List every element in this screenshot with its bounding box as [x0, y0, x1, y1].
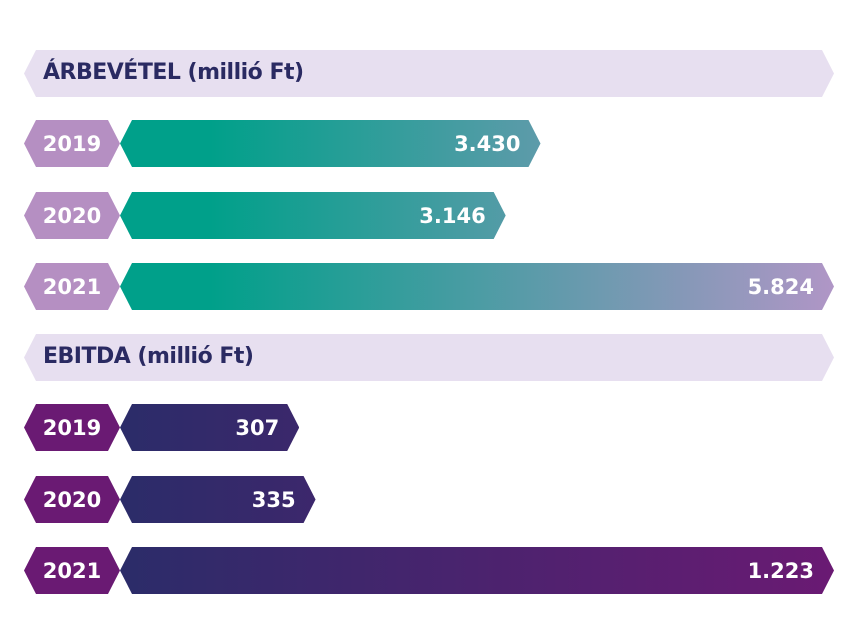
year-label: 2019 — [24, 120, 120, 167]
year-label: 2020 — [24, 476, 120, 523]
section-header: ÁRBEVÉTEL (millió Ft) — [24, 50, 834, 97]
chart-title: EBITDA (millió Ft) — [43, 344, 254, 369]
value-label: 3.146 — [419, 203, 486, 228]
bar: 335 — [120, 476, 316, 523]
value-label: 335 — [251, 487, 296, 512]
bar: 307 — [120, 404, 299, 451]
value-label: 5.824 — [747, 274, 814, 299]
section-header: EBITDA (millió Ft) — [24, 334, 834, 381]
bar: 3.146 — [120, 192, 506, 239]
bar: 5.824 — [120, 263, 834, 310]
chart-title: ÁRBEVÉTEL (millió Ft) — [43, 60, 304, 85]
year-label: 2020 — [24, 192, 120, 239]
year-label: 2021 — [24, 547, 120, 594]
value-label: 3.430 — [454, 131, 521, 156]
bar: 3.430 — [120, 120, 541, 167]
year-label: 2019 — [24, 404, 120, 451]
value-label: 1.223 — [747, 558, 814, 583]
bar: 1.223 — [120, 547, 834, 594]
value-label: 307 — [235, 415, 280, 440]
year-label: 2021 — [24, 263, 120, 310]
